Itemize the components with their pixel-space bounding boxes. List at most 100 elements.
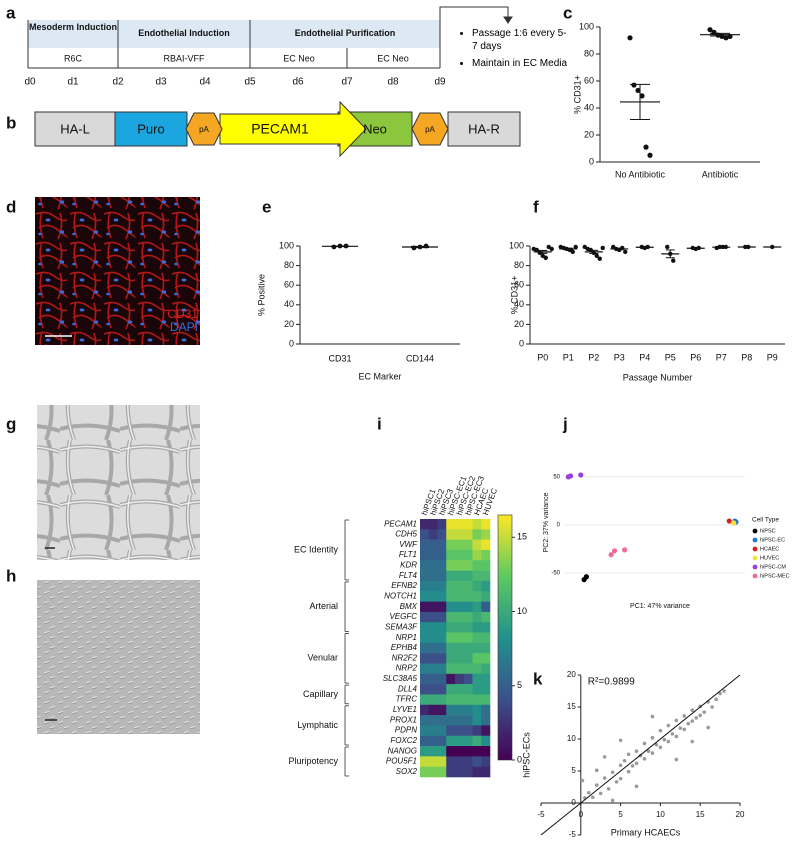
- heatmap-cell: [472, 684, 482, 695]
- legend-label: HUVEC: [760, 555, 779, 561]
- error-bar: [411, 245, 429, 249]
- heatmap-cell: [472, 539, 482, 551]
- heatmap-cell: [437, 673, 447, 685]
- error-bar: [710, 32, 730, 37]
- data-point: [600, 245, 605, 251]
- data-point: [626, 752, 631, 757]
- heatmap-cell: [446, 715, 456, 726]
- data-point: [706, 725, 710, 730]
- heatmap-cell: [428, 539, 438, 551]
- heatmap-cell: [472, 694, 482, 706]
- row-label: PECAM1: [384, 519, 417, 528]
- data-point: [534, 247, 539, 253]
- data-point: [690, 708, 695, 712]
- data-point: [543, 255, 548, 260]
- construct: [34, 100, 521, 158]
- heatmap-cell: [446, 766, 456, 778]
- heatmap-cell: [428, 746, 438, 757]
- heatmap-cell: [428, 580, 438, 592]
- heatmap-cell: [481, 560, 491, 571]
- group-label: Capillary: [303, 689, 339, 699]
- heatmap-cell: [446, 735, 456, 747]
- colorbar-tick-label: 5: [517, 680, 522, 690]
- data-point: [666, 739, 671, 744]
- legend-swatch: [752, 537, 758, 543]
- heatmap-cell: [455, 570, 465, 582]
- x-tick-label: P0: [537, 352, 548, 362]
- data-point: [643, 144, 649, 150]
- heatmap-cell: [437, 601, 447, 613]
- heatmap-cell: [428, 601, 438, 613]
- data-point: [650, 751, 655, 755]
- heatmap-cell: [420, 632, 430, 644]
- row-label: FOXC2: [390, 736, 417, 745]
- row-label: EPHB4: [391, 643, 418, 652]
- construct-part: pA: [199, 125, 209, 134]
- ha-l-box: [34, 111, 116, 147]
- heatmap-cell: [428, 673, 438, 685]
- construct-part: pA: [425, 125, 435, 134]
- heatmap-cell: [420, 663, 430, 675]
- error-bar: [665, 249, 675, 259]
- y-tick-label: -5: [569, 830, 577, 839]
- heatmap-cell: [455, 539, 465, 551]
- heatmap-cell: [455, 694, 465, 706]
- heatmap-cell: [463, 539, 473, 551]
- error-bar: [630, 83, 650, 120]
- heatmap-cell: [455, 611, 465, 623]
- day-label: d6: [292, 77, 304, 88]
- y-tick-label: 20: [584, 129, 594, 139]
- data-point: [580, 778, 585, 783]
- heatmap-cell: [455, 560, 465, 571]
- y-axis-label: % CD31+: [572, 75, 582, 114]
- data-point: [639, 93, 645, 99]
- y-axis-label: % CD31+: [509, 276, 519, 315]
- heatmap-cell: [481, 725, 491, 737]
- data-point: [726, 518, 732, 524]
- heatmap-cell: [472, 735, 482, 747]
- x-axis-label: EC Marker: [358, 371, 401, 381]
- heatmap-cell: [420, 622, 430, 633]
- heatmap-cell: [428, 735, 438, 747]
- data-point: [714, 697, 718, 702]
- x-tick-label: P1: [563, 352, 574, 362]
- heatmap-cell: [420, 549, 430, 561]
- heatmap-cell: [455, 632, 465, 644]
- heatmap-cell: [472, 529, 482, 540]
- x-tick-label: P8: [741, 352, 752, 362]
- day-label: d5: [244, 77, 256, 88]
- error-bar: [538, 249, 548, 254]
- heatmap-cell: [481, 591, 491, 602]
- heatmap-cell: [446, 570, 456, 582]
- heatmap-cell: [420, 746, 430, 757]
- data-point: [578, 472, 584, 478]
- data-point: [618, 776, 623, 781]
- data-point: [594, 783, 599, 787]
- x-tick-label: P5: [665, 352, 676, 362]
- heatmap-cell: [463, 725, 473, 737]
- y-tick-label: 20: [284, 319, 294, 329]
- row-label: CDH5: [395, 530, 417, 539]
- x-tick-label: Antibiotic: [702, 169, 739, 179]
- heatmap-cell: [455, 622, 465, 633]
- data-point: [678, 726, 683, 730]
- panel-label: e: [262, 197, 271, 216]
- note: Passage 1:6 every 5-7 days: [472, 27, 572, 53]
- fit-line: [540, 674, 741, 836]
- day-label: d9: [434, 77, 446, 88]
- heatmap-cell: [472, 766, 482, 778]
- stain-label: CD31: [167, 307, 198, 321]
- data-point: [665, 244, 670, 250]
- data-point: [682, 727, 687, 732]
- y-axis-label: % Positive: [256, 274, 266, 316]
- micrograph-g: [37, 405, 200, 560]
- day-label: d8: [387, 77, 399, 88]
- heatmap-cell: [463, 715, 473, 726]
- data-point: [549, 246, 554, 252]
- row-label: NOTCH1: [384, 592, 417, 601]
- heatmap-cell: [446, 725, 456, 737]
- heatmap-cell: [428, 519, 438, 530]
- panel-label: j: [562, 414, 568, 433]
- heatmap-cell: [455, 746, 465, 757]
- data-point: [666, 723, 671, 728]
